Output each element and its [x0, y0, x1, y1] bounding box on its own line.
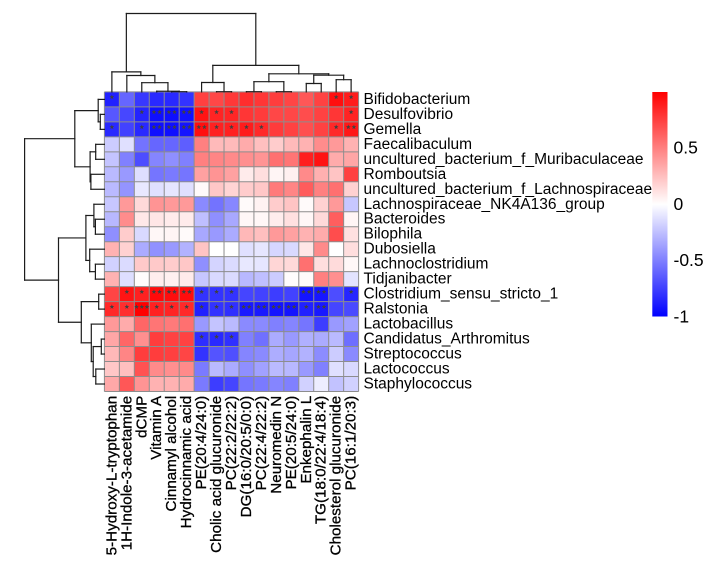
svg-text:Cholesterol glucuronide: Cholesterol glucuronide — [328, 396, 345, 556]
svg-text:PC(16:1/20:3): PC(16:1/20:3) — [343, 396, 360, 491]
svg-text:uncultured_bacterium_f_Lachnos: uncultured_bacterium_f_Lachnospiraceae — [364, 181, 653, 198]
svg-text:Cinnamyl alcohol: Cinnamyl alcohol — [163, 396, 180, 512]
svg-text:Cholic acid glucuronide: Cholic acid glucuronide — [208, 396, 225, 553]
svg-text:uncultured_bacterium_f_Muribac: uncultured_bacterium_f_Muribaculaceae — [364, 151, 644, 168]
svg-text:PE(20:4/24:0): PE(20:4/24:0) — [193, 396, 210, 490]
svg-text:Neuromedin N: Neuromedin N — [268, 396, 285, 494]
svg-text:Faecalibaculum: Faecalibaculum — [364, 136, 473, 153]
svg-text:Hydrocinnamic acid: Hydrocinnamic acid — [178, 396, 195, 529]
svg-text:Gemella: Gemella — [364, 121, 422, 138]
svg-text:Bifidobacterium: Bifidobacterium — [364, 91, 471, 108]
svg-text:1H-Indole-3-acetamide: 1H-Indole-3-acetamide — [118, 396, 135, 551]
svg-text:Bacteroides: Bacteroides — [364, 211, 446, 228]
svg-text:0.5: 0.5 — [674, 138, 698, 158]
svg-text:PC(22:4/22:2): PC(22:4/22:2) — [253, 396, 270, 491]
svg-text:Bilophila: Bilophila — [364, 226, 423, 243]
svg-text:PE(20:5/24:0): PE(20:5/24:0) — [283, 396, 300, 490]
svg-text:Lachnoclostridium: Lachnoclostridium — [364, 256, 489, 273]
svg-text:Candidatus_Arthromitus: Candidatus_Arthromitus — [364, 331, 531, 348]
svg-text:DG(16:0/20:5/0:0): DG(16:0/20:5/0:0) — [238, 396, 255, 518]
svg-text:dCMP: dCMP — [133, 396, 150, 438]
svg-text:Vitamin A: Vitamin A — [148, 395, 165, 460]
svg-text:Lactococcus: Lactococcus — [364, 361, 450, 378]
svg-text:0: 0 — [674, 194, 684, 214]
svg-text:Ralstonia: Ralstonia — [364, 301, 429, 318]
svg-text:Lachnospiraceae_NK4A136_group: Lachnospiraceae_NK4A136_group — [364, 196, 605, 213]
svg-text:Streptococcus: Streptococcus — [364, 346, 462, 363]
svg-text:Desulfovibrio: Desulfovibrio — [364, 106, 454, 123]
svg-text:TG(18:0/22:4/18:4): TG(18:0/22:4/18:4) — [313, 396, 330, 524]
svg-text:-1: -1 — [674, 306, 690, 326]
svg-text:PC(22:2/22:2): PC(22:2/22:2) — [223, 396, 240, 491]
svg-text:Tidjanibacter: Tidjanibacter — [364, 271, 452, 288]
svg-text:5-Hydroxy-L-tryptophan: 5-Hydroxy-L-tryptophan — [103, 396, 120, 556]
svg-text:-0.5: -0.5 — [674, 250, 704, 270]
svg-text:Staphylococcus: Staphylococcus — [364, 376, 473, 393]
svg-text:Romboutsia: Romboutsia — [364, 166, 447, 183]
svg-text:Lactobacillus: Lactobacillus — [364, 316, 454, 333]
svg-text:Enkephalin L: Enkephalin L — [298, 396, 315, 484]
svg-text:Clostridium_sensu_stricto_1: Clostridium_sensu_stricto_1 — [364, 286, 559, 303]
svg-text:Dubosiella: Dubosiella — [364, 241, 437, 258]
